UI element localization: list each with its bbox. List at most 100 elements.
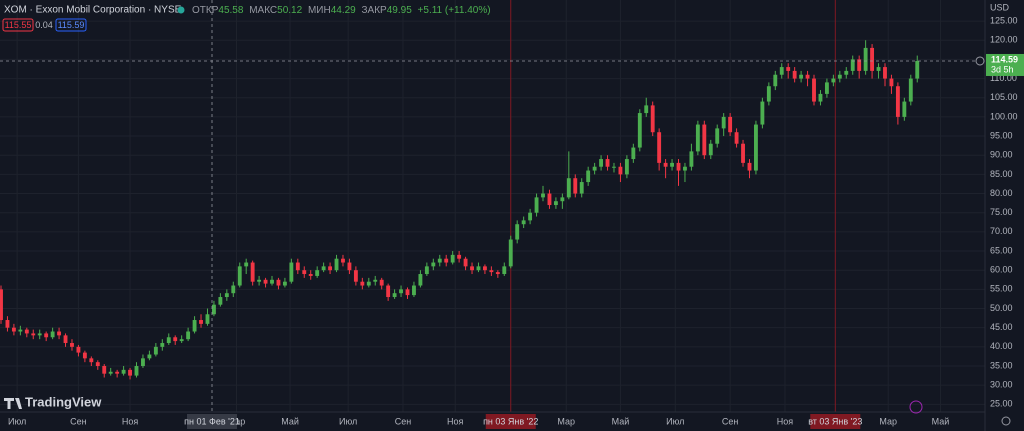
marker-label: вт 03 Янв '23 <box>808 416 862 426</box>
candle-body <box>218 297 223 305</box>
candle-body <box>786 67 791 71</box>
low: 44.29 <box>331 5 356 16</box>
candle-body <box>0 289 3 321</box>
last-price: 114.59 <box>991 54 1018 64</box>
candle-body <box>347 262 352 271</box>
x-tick-label: Сен <box>395 416 412 426</box>
candle-body <box>31 333 36 336</box>
candle-body <box>199 320 203 324</box>
candle-body <box>676 162 681 171</box>
candle-body <box>121 369 126 374</box>
candle-body <box>379 279 384 286</box>
plot <box>0 40 985 380</box>
candle-body <box>489 270 494 273</box>
candle-body <box>57 331 62 336</box>
bid[interactable]: 115.55 <box>5 20 32 30</box>
candle-body <box>889 78 894 87</box>
candle-body <box>353 270 358 282</box>
candle-body <box>837 74 842 79</box>
add-alert-button[interactable] <box>975 56 985 66</box>
grid <box>0 0 985 412</box>
logo: TradingView <box>25 394 102 409</box>
candle-body <box>586 170 591 183</box>
candle-body <box>644 105 649 114</box>
candle-body <box>760 101 765 125</box>
candle-body <box>502 266 507 275</box>
y-tick-label: 75.00 <box>990 207 1013 217</box>
candle-body <box>160 343 165 347</box>
candle-body <box>650 105 655 133</box>
candle-body <box>179 339 184 342</box>
candle-body <box>328 266 333 271</box>
y-tick-label: 100.00 <box>990 111 1018 121</box>
candle-body <box>612 166 616 168</box>
countdown: 3d 5h <box>991 64 1014 74</box>
candle-body <box>702 124 707 156</box>
candle-body <box>773 74 778 87</box>
candle-body <box>618 166 623 175</box>
y-tick-label: 65.00 <box>990 245 1013 255</box>
marker-label: пн 01 Фев '21 <box>184 416 240 426</box>
candle-body <box>631 147 636 160</box>
candle-body <box>250 262 255 282</box>
y-tick-label: 125.00 <box>990 15 1018 25</box>
candle-body <box>482 266 487 271</box>
ohlc-legend: ОТКР45.58 МАКС50.12 МИН44.29 ЗАКР49.95 +… <box>192 5 491 16</box>
candle-body <box>270 279 274 284</box>
y-tick-label: 30.00 <box>990 380 1013 390</box>
y-tick-label: 105.00 <box>990 92 1018 102</box>
settings-icon[interactable] <box>1001 416 1011 426</box>
candle-body <box>566 178 571 198</box>
candle-body <box>373 279 378 282</box>
candle-body <box>18 329 23 332</box>
candle-body <box>670 162 674 167</box>
candle-body <box>754 124 758 171</box>
candle-body <box>102 366 107 374</box>
y-tick-label: 25.00 <box>990 399 1013 409</box>
candle-body <box>173 337 178 342</box>
candle-body <box>237 266 242 286</box>
x-tick-label: Май <box>932 416 950 426</box>
y-tick-label: 45.00 <box>990 322 1013 332</box>
candle-body <box>599 159 604 167</box>
candle-body <box>282 281 287 286</box>
open: 45.58 <box>218 5 243 16</box>
candle-body <box>334 258 339 271</box>
price-box <box>986 53 1024 76</box>
candle-body <box>5 320 10 328</box>
candle-body <box>902 101 907 117</box>
candle-body <box>547 193 552 206</box>
candle-body <box>89 358 94 363</box>
x-tick-label: Июл <box>8 416 26 426</box>
candle-body <box>321 266 326 271</box>
candle-body <box>715 128 720 144</box>
low-label: МИН <box>308 5 331 16</box>
candle-body <box>541 193 545 198</box>
bid-box[interactable] <box>2 18 34 32</box>
alert-icon[interactable] <box>909 400 923 414</box>
x-tick-label: Ноя <box>122 416 139 426</box>
candle-body <box>592 166 597 171</box>
candle-body <box>450 254 455 263</box>
candle-body <box>637 113 642 148</box>
ask[interactable]: 115.59 <box>58 20 85 30</box>
candle-body <box>476 266 481 271</box>
candle-body <box>211 304 216 315</box>
candle-body <box>366 281 371 286</box>
candle-body <box>528 212 533 221</box>
ask-box[interactable] <box>55 18 87 32</box>
candle-body <box>812 78 816 102</box>
y-tick-label: 95.00 <box>990 130 1013 140</box>
candle-body <box>766 86 771 102</box>
candle-body <box>315 270 320 276</box>
candle-body <box>412 285 416 296</box>
marker-box <box>186 414 237 429</box>
candle-body <box>779 67 784 75</box>
y-tick-label: 35.00 <box>990 360 1013 370</box>
marker-box <box>810 414 861 429</box>
candle-body <box>876 67 881 71</box>
candle-body <box>831 78 836 83</box>
candle-body <box>115 371 120 374</box>
candle-body <box>734 132 739 144</box>
